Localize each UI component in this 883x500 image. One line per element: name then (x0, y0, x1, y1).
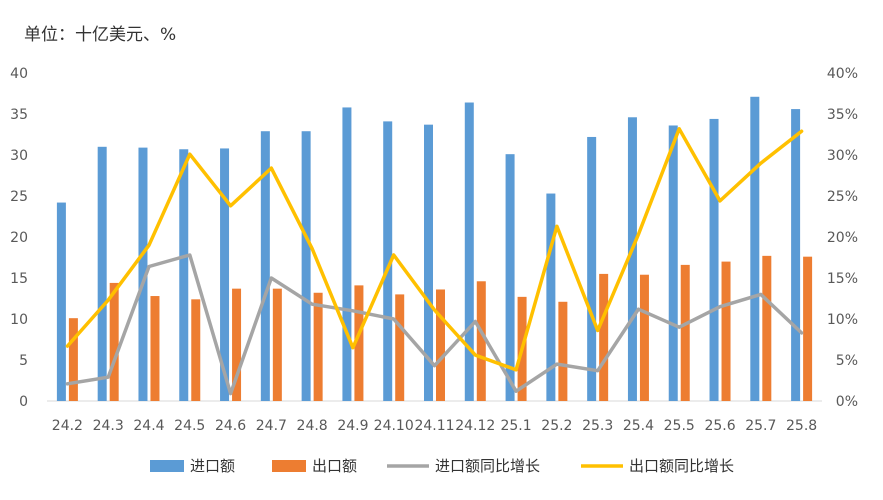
import-bar (56, 202, 66, 401)
import-bar (179, 149, 189, 401)
import-bar (424, 124, 433, 401)
import-bar (220, 148, 230, 401)
export-bar (680, 264, 690, 401)
import-bar (546, 193, 556, 401)
x-tick-label: 24.2 (52, 418, 83, 434)
legend-label: 进口额 (190, 457, 235, 475)
import-bar (342, 107, 352, 401)
export-bar (762, 255, 772, 401)
import-yoy-line (65, 253, 804, 396)
import-bar (301, 131, 311, 401)
x-tick-label: 25.7 (745, 418, 776, 434)
y-right-tick-label: 15% (827, 271, 858, 287)
x-tick-label: 24.7 (256, 418, 287, 434)
export-bar (395, 294, 405, 401)
export-bar (476, 281, 486, 401)
y-right-tick-label: 20% (827, 230, 858, 246)
legend-swatch (272, 460, 306, 472)
x-tick-label: 24.11 (414, 418, 454, 434)
y-left-tick-label: 40 (10, 66, 28, 82)
y-right-tick-label: 5% (836, 353, 858, 369)
y-right-tick-label: 25% (827, 189, 858, 205)
export-bar (436, 289, 445, 401)
x-tick-label: 24.10 (374, 418, 414, 434)
y-left-tick-label: 15 (10, 271, 28, 287)
import-bar (464, 102, 474, 402)
export-bar (599, 273, 609, 401)
x-tick-label: 24.8 (297, 418, 328, 434)
x-tick-label: 24.3 (93, 418, 124, 434)
export-bar (272, 288, 282, 401)
legend-label: 出口额同比增长 (629, 457, 734, 475)
import-bar (138, 147, 148, 401)
export-yoy-line (65, 127, 804, 372)
import-bar (260, 131, 270, 401)
x-tick-label: 24.9 (337, 418, 368, 434)
y-right-tick-label: 35% (827, 107, 858, 123)
import-bar (383, 121, 393, 401)
x-tick-label: 25.8 (786, 418, 817, 434)
legend-label: 进口额同比增长 (435, 457, 540, 475)
export-bar (191, 299, 201, 401)
export-bar (803, 256, 813, 401)
y-right-tick-label: 40% (827, 66, 858, 82)
x-tick-label: 25.1 (500, 418, 531, 434)
legend-label: 出口额 (312, 457, 357, 475)
export-bar (313, 292, 323, 401)
import-bar (627, 117, 637, 401)
y-right-tick-label: 10% (827, 312, 858, 328)
y-left-tick-label: 30 (10, 148, 28, 164)
export-bar (639, 274, 649, 401)
legend-swatch (150, 460, 184, 472)
import-bar (668, 125, 678, 401)
y-left-tick-label: 10 (10, 312, 28, 328)
x-tick-label: 24.12 (455, 418, 495, 434)
x-tick-label: 25.5 (664, 418, 695, 434)
x-tick-label: 25.3 (582, 418, 613, 434)
export-bar (150, 296, 160, 401)
import-bar (709, 118, 719, 402)
y-left-tick-label: 0 (19, 394, 28, 410)
y-right-tick-label: 0% (836, 394, 858, 410)
y-left-tick-label: 5 (19, 353, 28, 369)
import-bar (750, 96, 760, 401)
export-bar (109, 282, 119, 401)
import-bar (505, 154, 515, 401)
y-right-tick-label: 30% (827, 148, 858, 164)
x-tick-label: 24.6 (215, 418, 246, 434)
y-left-tick-label: 25 (10, 189, 28, 205)
export-bar (558, 301, 568, 401)
x-tick-label: 25.6 (704, 418, 735, 434)
y-left-tick-label: 20 (10, 230, 28, 246)
export-bar (232, 288, 242, 401)
x-tick-label: 25.4 (623, 418, 654, 434)
import-bar (97, 146, 107, 401)
x-tick-label: 24.5 (174, 418, 205, 434)
y-left-tick-label: 35 (10, 107, 28, 123)
export-bar (721, 261, 731, 401)
x-tick-label: 25.2 (541, 418, 572, 434)
export-bar (68, 318, 78, 401)
unit-label: 单位：十亿美元、% (24, 25, 177, 45)
export-bar (354, 285, 364, 401)
x-tick-label: 24.4 (133, 418, 164, 434)
import-bar (791, 109, 801, 401)
import-bar (587, 136, 597, 401)
